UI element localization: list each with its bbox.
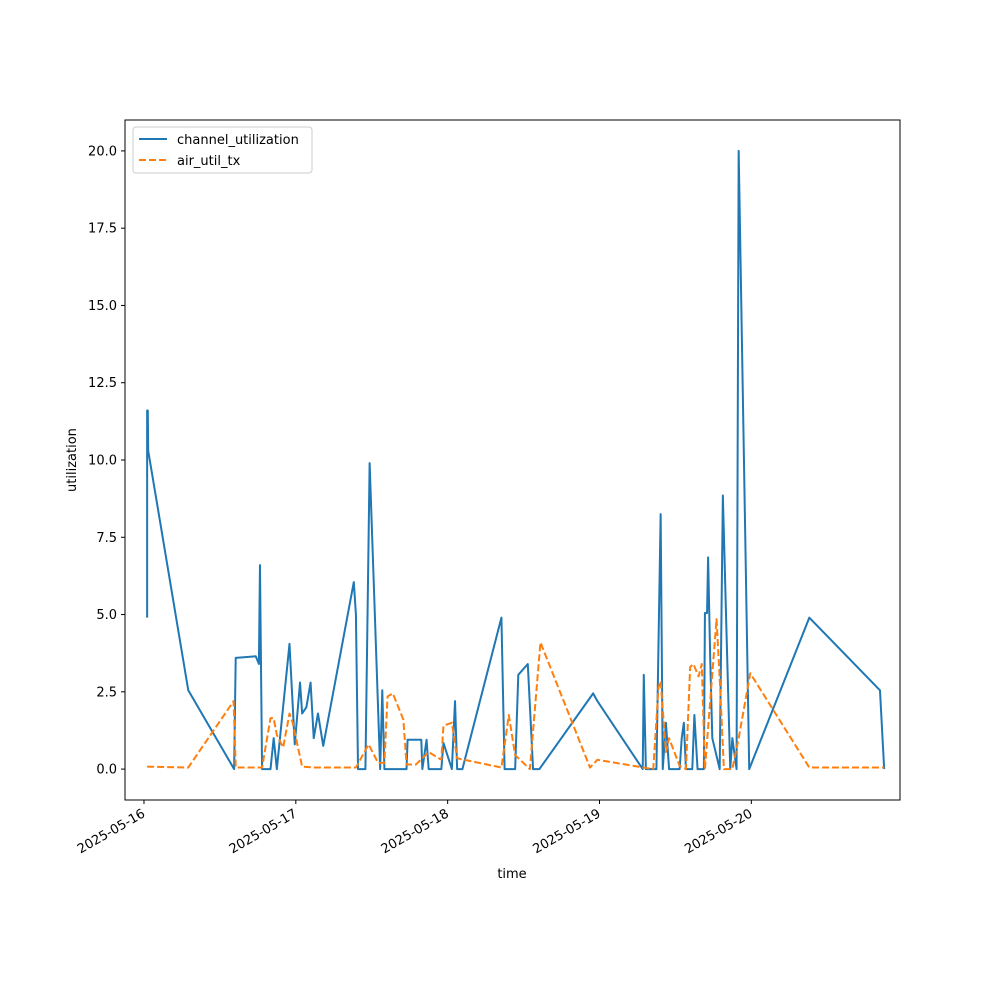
y-tick-label: 5.0 xyxy=(96,608,117,623)
legend-label-channel-utilization: channel_utilization xyxy=(177,133,299,148)
x-axis-label: time xyxy=(497,867,526,882)
y-tick-label: 12.5 xyxy=(88,376,117,391)
y-tick-label: 2.5 xyxy=(96,685,117,700)
y-tick-label: 0.0 xyxy=(96,763,117,778)
y-tick-label: 15.0 xyxy=(88,299,117,314)
legend-label-air-util-tx: air_util_tx xyxy=(177,154,241,169)
y-tick-label: 7.5 xyxy=(96,531,117,546)
series-line-channel-utilization xyxy=(146,149,886,771)
y-tick-label: 17.5 xyxy=(88,222,117,237)
y-axis-ticks: 0.0 2.5 5.0 7.5 10.0 12.5 15.0 17.5 20.0 xyxy=(88,144,125,778)
legend: channel_utilization air_util_tx xyxy=(132,126,313,174)
series-line-air-util-tx xyxy=(147,618,885,771)
y-tick-label: 10.0 xyxy=(88,454,117,469)
legend-frame xyxy=(132,126,313,174)
y-axis-label: utilization xyxy=(65,428,80,492)
y-tick-label: 20.0 xyxy=(88,144,117,159)
series-layer xyxy=(146,149,886,771)
